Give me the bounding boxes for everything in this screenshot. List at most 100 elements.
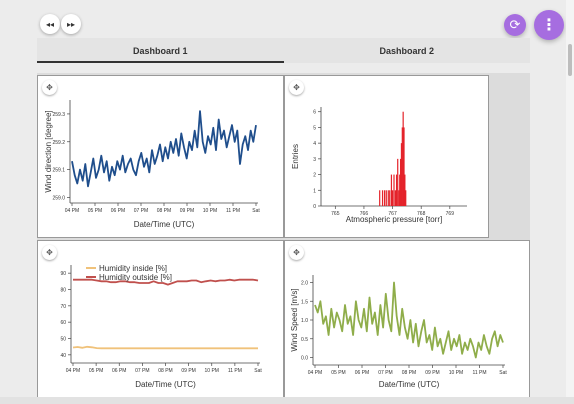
x-tick-label: 769 [446,211,455,217]
wind-direction-chart: 259.0 259.1 259.2 259.3 04 PM 05 PM 06 PM 07 PM… [44,100,260,229]
move-icon: ✥ [293,83,300,92]
x-tick-label: 05 PM [331,370,345,376]
y-tick-label: 6 [313,110,316,116]
histogram-bar [400,143,403,206]
tab-dashboard-1[interactable]: Dashboard 1 [37,38,284,63]
x-axis-label: Date/Time (UTC) [135,380,196,389]
histogram-bar [402,111,404,206]
wind-speed-line [314,281,504,359]
histogram-bar [387,190,389,206]
x-tick-label: Sat [254,368,262,374]
rewind-icon: ◂◂ [45,19,55,29]
x-tick-label: 10 PM [203,208,217,214]
x-tick-label: 05 PM [88,208,102,214]
histogram-bar [393,174,395,206]
y-tick-label: 259.1 [52,168,65,174]
histogram-bar [395,174,398,206]
y-tick-label: 2.0 [301,281,308,287]
dashboard-tabs: Dashboard 1 Dashboard 2 [37,38,530,63]
x-tick-label: 07 PM [378,370,392,376]
x-tick-label: 766 [360,211,369,217]
legend-label: Humidity outside [%] [99,273,172,282]
x-tick-label: 768 [417,211,426,217]
y-tick-label: 1 [313,188,316,194]
x-tick-label: 09 PM [180,208,194,214]
x-tick-label: Sat [499,370,507,376]
y-tick-label: 259.3 [52,112,65,118]
menu-button[interactable]: ⋮ [534,10,564,40]
histogram-bar [391,190,394,206]
bottom-scrollbar[interactable] [0,397,574,404]
histogram-bar [398,190,400,206]
legend-label: Humidity inside [%] [99,264,167,273]
histogram-bar [404,174,406,206]
refresh-icon: ⟳ [509,17,521,32]
move-handle[interactable]: ✥ [289,245,304,260]
panel-atmospheric-pressure: ✥ 0 1 2 3 4 5 6 765 766 767 768 769 Atmospheric pres… [284,75,489,238]
y-tick-label: 40 [60,353,66,359]
page-scrollbar[interactable] [566,0,574,404]
move-handle[interactable]: ✥ [289,80,304,95]
y-tick-label: 5 [313,125,316,131]
x-tick-label: 11 PM [472,370,486,376]
x-tick-label: 08 PM [157,208,171,214]
tab-dashboard-2[interactable]: Dashboard 2 [284,38,531,63]
x-tick-label: 11 PM [226,208,240,214]
move-icon: ✥ [293,248,300,257]
skip-back-button[interactable]: ◂◂ [40,14,60,34]
histogram-bar [390,174,393,206]
x-tick-label: 08 PM [158,368,172,374]
move-handle[interactable]: ✥ [42,80,57,95]
x-axis-label: Date/Time (UTC) [379,380,440,389]
histogram-bar [381,190,384,206]
panel-wind-speed: ✥ 0.0 0.5 1.0 1.5 2.0 04 PM 05 PM 06 PM 07 PM 08 … [284,240,530,404]
x-tick-label: 06 PM [355,370,369,376]
tab-label: Dashboard 1 [132,45,188,56]
x-tick-label: 04 PM [66,368,80,374]
y-tick-label: 90 [60,271,66,277]
x-tick-label: 06 PM [112,368,126,374]
y-tick-label: 60 [60,320,66,326]
x-tick-label: 04 PM [308,370,322,376]
x-tick-label: 11 PM [228,368,242,374]
refresh-button[interactable]: ⟳ [504,14,526,36]
histogram-bar [379,190,381,206]
histogram-bar [394,190,397,206]
y-tick-label: 0 [313,204,316,210]
x-tick-label: Sat [252,208,260,214]
x-tick-label: 10 PM [205,368,219,374]
y-tick-label: 259.2 [52,140,65,146]
y-tick-label: 70 [60,304,66,310]
x-tick-label: 05 PM [89,368,103,374]
x-tick-label: 09 PM [181,368,195,374]
x-tick-label: 06 PM [111,208,125,214]
x-axis-label: Atmospheric pressure [torr] [346,215,442,224]
histogram-bar [383,190,386,206]
y-tick-label: 2 [313,173,316,179]
y-tick-label: 80 [60,288,66,294]
histogram-bar [397,158,399,206]
x-tick-label: 08 PM [402,370,416,376]
x-tick-label: 09 PM [425,370,439,376]
move-icon: ✥ [46,248,53,257]
move-handle[interactable]: ✥ [42,245,57,260]
y-axis-label: Wind direction [degree] [44,110,53,192]
tab-label: Dashboard 2 [379,45,434,56]
x-tick-label: 07 PM [135,368,149,374]
histogram-bar [399,174,401,206]
pressure-histogram: 0 1 2 3 4 5 6 765 766 767 768 769 Atmospheric pressu… [291,107,467,224]
wind-direction-line [71,110,257,188]
y-tick-label: 0.5 [301,337,308,343]
move-icon: ✥ [46,83,53,92]
y-tick-label: 1.0 [301,318,308,324]
skip-forward-button[interactable]: ▸▸ [61,14,81,34]
histogram-bar [405,190,407,206]
x-tick-label: 04 PM [65,208,79,214]
y-axis-label: Wind Speed [m/s] [290,288,299,351]
y-tick-label: 4 [313,141,316,147]
panel-wind-direction: ✥ 259.0 259.1 259.2 259.3 04 PM 05 PM 06 PM 07 … [37,75,284,238]
scrollbar-thumb[interactable] [568,44,572,76]
histogram-bar [385,190,387,206]
humidity-chart: 40 50 60 70 80 90 04 PM 05 PM 06 PM 07 PM 08 PM 09 … [60,264,262,389]
x-tick-label: 767 [388,211,397,217]
